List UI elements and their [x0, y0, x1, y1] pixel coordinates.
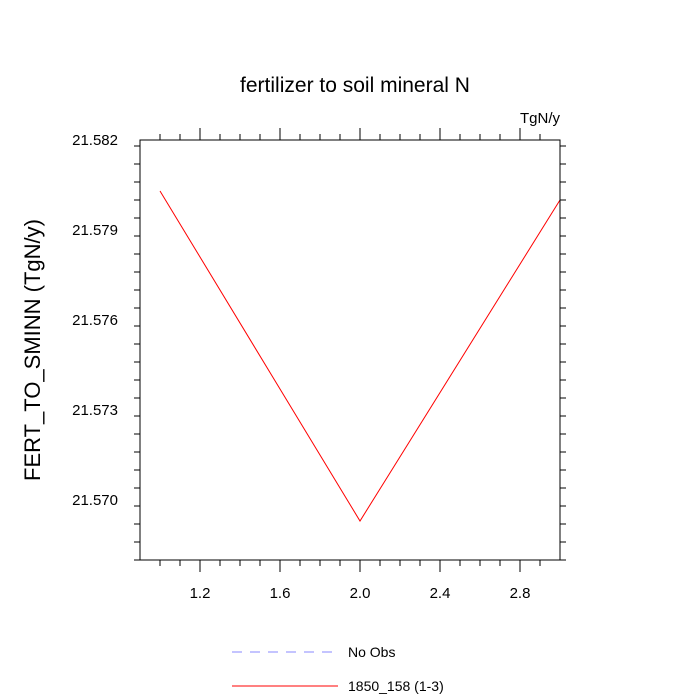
plot-frame	[139, 139, 561, 561]
x-tick-label: 2.0	[350, 585, 371, 602]
series-layer	[159, 190, 561, 522]
legend-label-0: No Obs	[348, 644, 395, 660]
y-axis-label: FERT_TO_SMINN (TgN/y)	[20, 219, 45, 481]
x-tick-label: 1.2	[190, 585, 211, 602]
units-label: TgN/y	[520, 110, 561, 127]
y-tick-label: 21.570	[72, 492, 118, 509]
chart-title: fertilizer to soil mineral N	[240, 74, 470, 97]
y-tick-label: 21.579	[72, 222, 118, 239]
y-tick-label: 21.573	[72, 402, 118, 419]
axes-layer: 1.2 1.6 2.0 2.4 2.8 21.570 21.573 21.576 21.579 2…	[72, 128, 566, 602]
legend: No Obs 1850_158 (1-3)	[232, 644, 444, 694]
x-tick-label: 1.6	[270, 585, 291, 602]
y-tick-label: 21.576	[72, 312, 118, 329]
x-tick-label: 2.8	[510, 585, 531, 602]
y-tick-label: 21.582	[72, 132, 118, 149]
legend-label-1: 1850_158 (1-3)	[348, 678, 444, 694]
series-line-1	[159, 190, 561, 522]
x-tick-label: 2.4	[430, 585, 451, 602]
